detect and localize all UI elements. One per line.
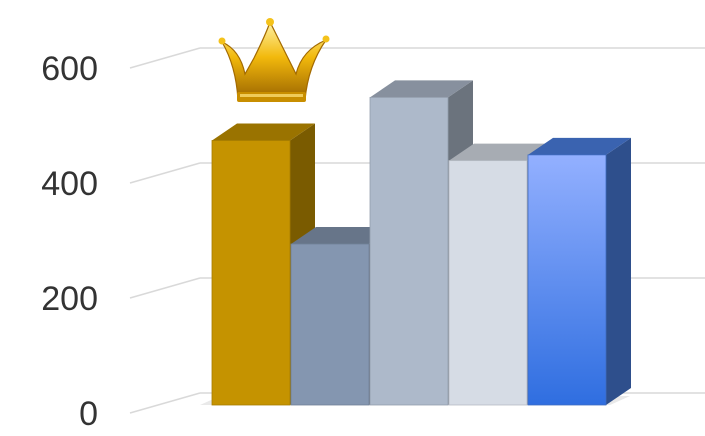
y-tick-label: 400 [41,165,98,203]
y-tick-label: 600 [41,50,98,88]
crown-icon [218,18,330,102]
y-axis: 0 200 400 600 [41,50,98,433]
bars [200,80,631,406]
y-tick-label: 200 [41,280,98,318]
bar [527,137,631,406]
gridline [129,47,705,69]
y-tick-label: 0 [79,395,98,433]
